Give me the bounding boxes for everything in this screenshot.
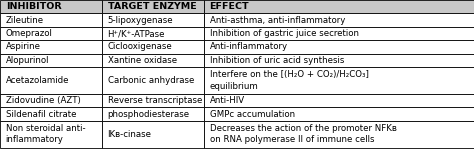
Text: Xantine oxidase: Xantine oxidase xyxy=(108,56,177,65)
Bar xyxy=(204,107,474,121)
Text: Interfere on the [(H₂O + CO₂)/H₂CO₃]: Interfere on the [(H₂O + CO₂)/H₂CO₃] xyxy=(210,70,368,79)
Bar xyxy=(0,121,102,148)
Text: Non steroidal anti-: Non steroidal anti- xyxy=(6,124,85,133)
Bar xyxy=(102,0,204,13)
Text: Sildenafil citrate: Sildenafil citrate xyxy=(6,109,76,118)
Bar xyxy=(102,94,204,107)
Bar xyxy=(0,107,102,121)
Bar xyxy=(204,40,474,54)
Text: Zileutine: Zileutine xyxy=(6,16,44,25)
Text: Acetazolamide: Acetazolamide xyxy=(6,76,69,85)
Text: Decreases the action of the promoter NFKʙ: Decreases the action of the promoter NFK… xyxy=(210,124,396,133)
Bar xyxy=(204,54,474,67)
Text: Reverse transcriptase: Reverse transcriptase xyxy=(108,96,202,105)
Text: on RNA polymerase II of immune cells: on RNA polymerase II of immune cells xyxy=(210,135,374,144)
Text: 5-lipoxygenase: 5-lipoxygenase xyxy=(108,16,173,25)
Text: inflammatory: inflammatory xyxy=(6,135,64,144)
Bar xyxy=(204,121,474,148)
Text: Anti-asthma, anti-inflammatory: Anti-asthma, anti-inflammatory xyxy=(210,16,345,25)
Bar xyxy=(102,107,204,121)
Text: Anti-inflammatory: Anti-inflammatory xyxy=(210,43,288,52)
Text: Alopurinol: Alopurinol xyxy=(6,56,49,65)
Text: Zidovudine (AZT): Zidovudine (AZT) xyxy=(6,96,81,105)
Text: Carbonic anhydrase: Carbonic anhydrase xyxy=(108,76,194,85)
Bar xyxy=(204,27,474,40)
Text: phosphodiesterase: phosphodiesterase xyxy=(108,109,190,118)
Text: TARGET ENZYME: TARGET ENZYME xyxy=(108,2,196,11)
Bar xyxy=(0,54,102,67)
Text: Inhibition of gastric juice secretion: Inhibition of gastric juice secretion xyxy=(210,29,358,38)
Bar xyxy=(0,67,102,94)
Bar xyxy=(204,0,474,13)
Bar xyxy=(0,40,102,54)
Text: Ciclooxigenase: Ciclooxigenase xyxy=(108,43,173,52)
Text: Omeprazol: Omeprazol xyxy=(6,29,53,38)
Text: EFFECT: EFFECT xyxy=(210,2,249,11)
Text: H⁺/K⁺-ATPase: H⁺/K⁺-ATPase xyxy=(108,29,165,38)
Text: Aspirine: Aspirine xyxy=(6,43,41,52)
Bar xyxy=(102,13,204,27)
Text: Inhibition of uric acid synthesis: Inhibition of uric acid synthesis xyxy=(210,56,344,65)
Bar xyxy=(102,121,204,148)
Bar xyxy=(204,13,474,27)
Bar xyxy=(204,94,474,107)
Bar xyxy=(102,27,204,40)
Bar xyxy=(0,27,102,40)
Bar xyxy=(102,54,204,67)
Text: IKʙ-cinase: IKʙ-cinase xyxy=(108,130,152,139)
Bar xyxy=(102,67,204,94)
Text: GMPc accumulation: GMPc accumulation xyxy=(210,109,295,118)
Bar xyxy=(102,40,204,54)
Bar xyxy=(0,13,102,27)
Text: equilibrium: equilibrium xyxy=(210,82,258,91)
Text: INHIBITOR: INHIBITOR xyxy=(6,2,61,11)
Bar xyxy=(0,0,102,13)
Bar xyxy=(204,67,474,94)
Bar xyxy=(0,94,102,107)
Text: Anti-HIV: Anti-HIV xyxy=(210,96,245,105)
